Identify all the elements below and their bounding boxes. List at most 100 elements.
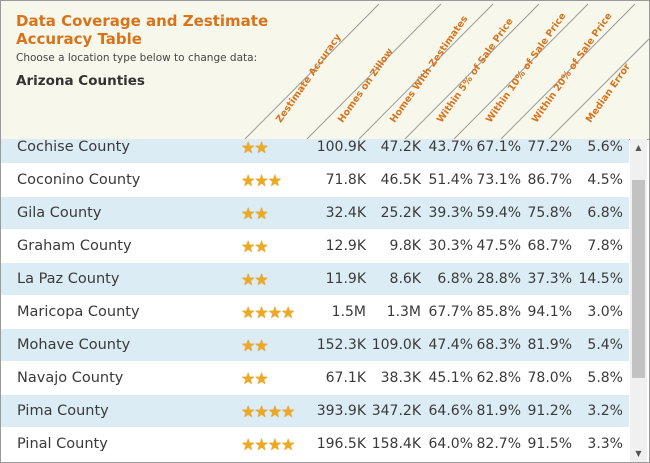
homes-on-zillow-value: 67.1K: [325, 370, 366, 386]
scroll-up-arrow-icon[interactable]: ▲: [635, 143, 642, 152]
median-error-value: 5.4%: [587, 337, 623, 353]
location-type-instruction: Choose a location type below to change d…: [16, 52, 258, 64]
table-row[interactable]: Maricopa County ★★★★ 1.5M 1.3M 67.7% 85.…: [1, 296, 629, 329]
homes-with-zestimates-value: 9.8K: [389, 238, 421, 254]
within-5pct-value: 45.1%: [428, 370, 473, 386]
homes-on-zillow-value: 393.9K: [316, 403, 366, 419]
accuracy-stars-icon: ★★★: [241, 171, 282, 190]
within-20pct-value: 81.9%: [527, 337, 572, 353]
within-10pct-value: 68.3%: [476, 337, 521, 353]
within-20pct-value: 86.7%: [527, 172, 572, 188]
accuracy-stars-icon: ★★: [241, 204, 269, 223]
within-20pct-value: 37.3%: [527, 271, 572, 287]
within-10pct-value: 67.1%: [476, 139, 521, 155]
homes-with-zestimates-value: 38.3K: [380, 370, 421, 386]
median-error-value: 5.8%: [587, 370, 623, 386]
table-body: Cochise County ★★ 100.9K 47.2K 43.7% 67.…: [1, 139, 629, 462]
table-row[interactable]: La Paz County ★★ 11.9K 8.6K 6.8% 28.8% 3…: [1, 263, 629, 296]
accuracy-stars-icon: ★★: [241, 336, 269, 355]
county-name: Gila County: [17, 205, 102, 221]
homes-with-zestimates-value: 25.2K: [380, 205, 421, 221]
accuracy-stars-icon: ★★★★: [241, 402, 295, 421]
homes-with-zestimates-value: 8.6K: [389, 271, 421, 287]
table-row[interactable]: Gila County ★★ 32.4K 25.2K 39.3% 59.4% 7…: [1, 197, 629, 230]
within-20pct-value: 77.2%: [527, 139, 572, 155]
table-row[interactable]: Coconino County ★★★ 71.8K 46.5K 51.4% 73…: [1, 164, 629, 197]
median-error-value: 14.5%: [578, 271, 623, 287]
table-row[interactable]: Graham County ★★ 12.9K 9.8K 30.3% 47.5% …: [1, 230, 629, 263]
median-error-value: 4.5%: [587, 172, 623, 188]
table-row[interactable]: Cochise County ★★ 100.9K 47.2K 43.7% 67.…: [1, 139, 629, 164]
within-20pct-value: 91.2%: [527, 403, 572, 419]
homes-on-zillow-value: 196.5K: [316, 436, 366, 452]
homes-on-zillow-value: 11.9K: [325, 271, 366, 287]
county-name: Coconino County: [17, 172, 141, 188]
county-name: La Paz County: [17, 271, 120, 287]
table-row[interactable]: Pima County ★★★★ 393.9K 347.2K 64.6% 81.…: [1, 395, 629, 428]
homes-with-zestimates-value: 347.2K: [371, 403, 421, 419]
county-name: Pinal County: [17, 436, 108, 452]
scroll-down-arrow-icon[interactable]: ▼: [635, 449, 642, 458]
homes-with-zestimates-value: 47.2K: [380, 139, 421, 155]
table-header: Data Coverage and Zestimate Accuracy Tab…: [1, 1, 649, 140]
median-error-value: 3.3%: [587, 436, 623, 452]
within-10pct-value: 82.7%: [476, 436, 521, 452]
homes-on-zillow-value: 152.3K: [316, 337, 366, 353]
county-name: Cochise County: [17, 139, 130, 155]
homes-with-zestimates-value: 1.3M: [386, 304, 421, 320]
accuracy-stars-icon: ★★: [241, 270, 269, 289]
table-row[interactable]: Pinal County ★★★★ 196.5K 158.4K 64.0% 82…: [1, 428, 629, 461]
homes-on-zillow-value: 100.9K: [316, 139, 366, 155]
within-10pct-value: 62.8%: [476, 370, 521, 386]
homes-with-zestimates-value: 46.5K: [380, 172, 421, 188]
homes-on-zillow-value: 71.8K: [325, 172, 366, 188]
within-10pct-value: 47.5%: [476, 238, 521, 254]
header-divider-lines: [244, 3, 649, 139]
scrollbar-thumb[interactable]: [632, 180, 645, 378]
homes-with-zestimates-value: 158.4K: [371, 436, 421, 452]
median-error-value: 3.0%: [587, 304, 623, 320]
location-type-selector[interactable]: Arizona Counties: [16, 73, 145, 89]
homes-on-zillow-value: 12.9K: [325, 238, 366, 254]
county-name: Maricopa County: [17, 304, 140, 320]
median-error-value: 5.6%: [587, 139, 623, 155]
median-error-value: 6.8%: [587, 205, 623, 221]
within-5pct-value: 67.7%: [428, 304, 473, 320]
within-5pct-value: 30.3%: [428, 238, 473, 254]
within-20pct-value: 75.8%: [527, 205, 572, 221]
county-name: Mohave County: [17, 337, 131, 353]
within-5pct-value: 64.0%: [428, 436, 473, 452]
homes-on-zillow-value: 32.4K: [325, 205, 366, 221]
homes-on-zillow-value: 1.5M: [331, 304, 366, 320]
within-10pct-value: 59.4%: [476, 205, 521, 221]
accuracy-stars-icon: ★★: [241, 139, 269, 157]
within-5pct-value: 39.3%: [428, 205, 473, 221]
within-5pct-value: 51.4%: [428, 172, 473, 188]
county-name: Graham County: [17, 238, 132, 254]
county-name: Pima County: [17, 403, 109, 419]
within-5pct-value: 47.4%: [428, 337, 473, 353]
table-row[interactable]: Mohave County ★★ 152.3K 109.0K 47.4% 68.…: [1, 329, 629, 362]
median-error-value: 7.8%: [587, 238, 623, 254]
accuracy-stars-icon: ★★: [241, 369, 269, 388]
accuracy-stars-icon: ★★: [241, 237, 269, 256]
within-5pct-value: 6.8%: [437, 271, 473, 287]
within-10pct-value: 28.8%: [476, 271, 521, 287]
within-5pct-value: 64.6%: [428, 403, 473, 419]
within-10pct-value: 85.8%: [476, 304, 521, 320]
within-20pct-value: 68.7%: [527, 238, 572, 254]
within-20pct-value: 91.5%: [527, 436, 572, 452]
within-5pct-value: 43.7%: [428, 139, 473, 155]
accuracy-stars-icon: ★★★★: [241, 435, 295, 454]
vertical-scrollbar[interactable]: ▲ ▼: [630, 139, 647, 462]
within-20pct-value: 94.1%: [527, 304, 572, 320]
median-error-value: 3.2%: [587, 403, 623, 419]
within-10pct-value: 81.9%: [476, 403, 521, 419]
county-name: Navajo County: [17, 370, 124, 386]
accuracy-stars-icon: ★★★★: [241, 303, 295, 322]
within-10pct-value: 73.1%: [476, 172, 521, 188]
within-20pct-value: 78.0%: [527, 370, 572, 386]
table-row[interactable]: Navajo County ★★ 67.1K 38.3K 45.1% 62.8%…: [1, 362, 629, 395]
table-title: Data Coverage and Zestimate Accuracy Tab…: [16, 12, 269, 48]
